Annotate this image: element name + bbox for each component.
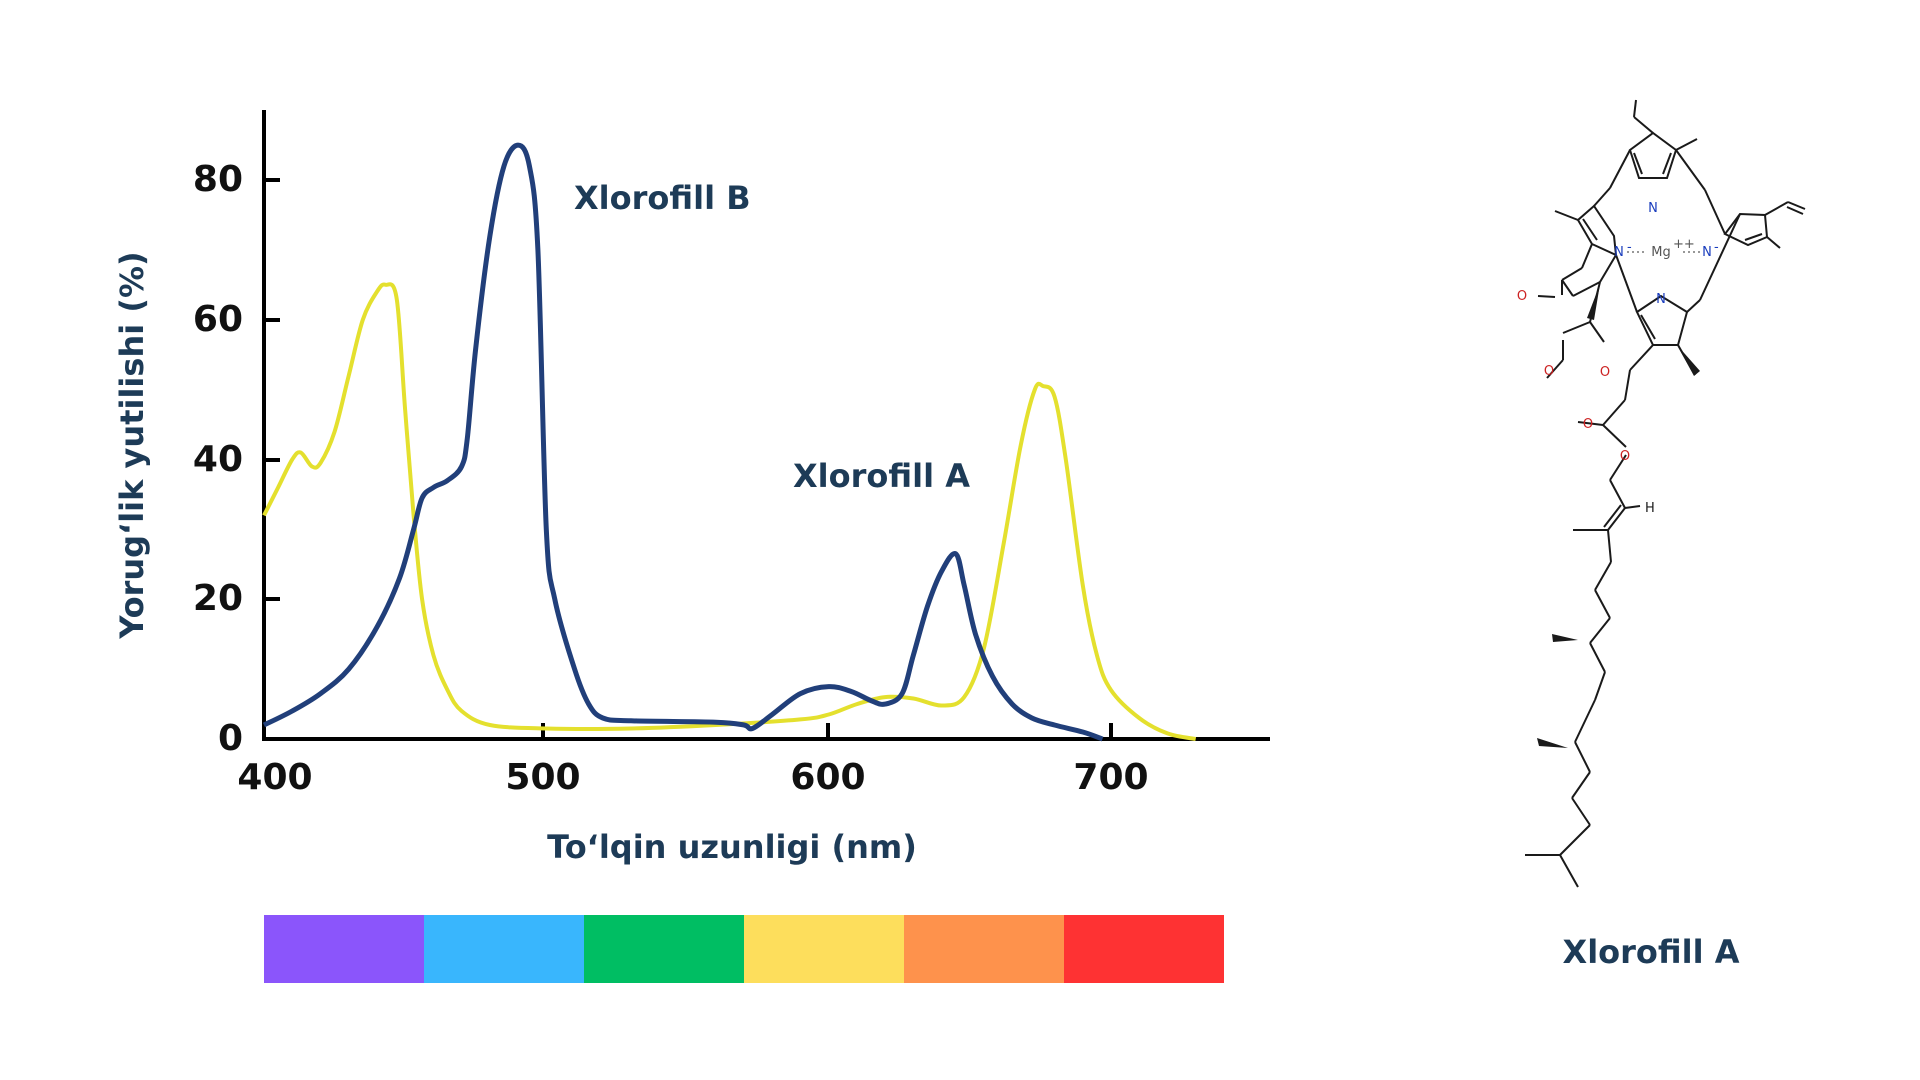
chlorophyll-structure <box>1525 99 1806 888</box>
spectrum-segment <box>744 915 904 983</box>
series-line-xlorofill-b <box>262 142 1104 742</box>
stereo-wedges <box>1537 284 1700 748</box>
pyrrole-ring-left <box>1537 204 1618 298</box>
molecule-caption: Xlorofill A <box>1563 933 1740 971</box>
atom-o: O <box>1600 365 1610 380</box>
series-label-b: Xlorofill B <box>574 179 751 217</box>
y-axis-title: Yorug‘lik yutilishi (%) <box>113 251 151 639</box>
atom-n-right: N <box>1702 245 1712 260</box>
atom-mg-charge: ++ <box>1673 237 1695 252</box>
pyrrole-ring-top <box>1628 99 1698 179</box>
methine-bridges <box>1593 149 1741 313</box>
cyclopentanone <box>1561 254 1617 297</box>
atom-o-ketone: O <box>1517 289 1527 304</box>
x-tick-label: 400 <box>237 757 312 798</box>
atom-h: H <box>1645 501 1655 516</box>
x-tick-label: 700 <box>1073 757 1148 798</box>
atom-o: O <box>1544 364 1554 379</box>
atom-n-left: N <box>1614 245 1624 260</box>
atom-n-top: N <box>1648 201 1658 216</box>
spectrum-segment <box>424 915 584 983</box>
atom-charge-right: - <box>1714 240 1719 255</box>
atom-o: O <box>1620 449 1630 464</box>
series-line-xlorofill-a <box>262 282 1197 741</box>
spectrum-segment <box>264 915 424 983</box>
x-axis-title: To‘lqin uzunligi (nm) <box>547 828 917 866</box>
y-tick-label: 60 <box>193 299 243 340</box>
series-layer <box>262 142 1197 742</box>
atom-n-center: N <box>1656 292 1666 307</box>
spectrum-bar <box>264 915 1224 983</box>
molecule-atom-labels: N N - Mg ++ N - N O O O O O H <box>1517 201 1719 516</box>
y-tick-label: 20 <box>193 578 243 619</box>
y-axis-ticks <box>264 178 280 741</box>
atom-o: O <box>1583 417 1593 432</box>
x-tick-label: 600 <box>790 757 865 798</box>
x-axis-ticks <box>541 723 1113 739</box>
y-tick-label: 40 <box>193 439 243 480</box>
atom-mg: Mg <box>1651 245 1670 260</box>
y-tick-label: 80 <box>193 159 243 200</box>
spectrum-segment <box>1064 915 1224 983</box>
x-tick-label: 500 <box>505 757 580 798</box>
pyrrole-ring-bottom <box>1629 294 1696 376</box>
y-tick-label: 0 <box>218 718 243 759</box>
atom-charge: - <box>1627 240 1632 255</box>
pyrrole-ring-right <box>1723 201 1806 249</box>
spectrum-segment <box>904 915 1064 983</box>
phytyl-chain <box>1525 369 1641 888</box>
series-label-a: Xlorofill A <box>793 457 970 495</box>
spectrum-segment <box>584 915 744 983</box>
